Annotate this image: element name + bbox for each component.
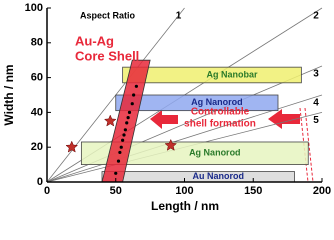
annotation: shell formation [184,119,256,130]
data-point [116,159,121,163]
x-tick-label: 50 [110,185,122,197]
aspect-label: 2 [313,11,319,22]
aspect-ratio-title: Aspect Ratio [80,10,136,20]
region-label: Ag Nanorod [191,97,243,107]
y-tick-label: 0 [37,176,43,188]
star [65,140,79,153]
data-point [134,84,138,88]
y-tick-label: 20 [31,141,43,153]
region-label: Ag Nanorod [189,148,241,158]
x-tick-label: 200 [313,185,331,197]
data-point [126,116,130,120]
dashed-guide [304,107,314,183]
star [164,138,178,151]
aspect-label: 1 [176,11,182,22]
star [103,114,117,127]
region [80,141,309,165]
data-point [119,145,123,149]
data-point [125,121,129,125]
aspect-label: 3 [313,69,319,80]
region [115,94,279,112]
y-tick-label: 40 [31,106,43,118]
y-tick-label: 60 [31,72,43,84]
data-point [122,133,126,137]
arrow [150,110,178,129]
aspect-label: 5 [313,115,319,126]
y-axis-label: Width / nm [2,64,16,125]
x-tick-label: 0 [44,185,50,197]
annotation: Controllable [191,107,250,118]
chart: Length / nm Width / nm Aspect Ratio 1 2 3 4… [2,2,331,213]
data-point [114,171,118,175]
data-point [121,138,125,142]
aspect-label: 4 [313,98,319,109]
x-tick-label: 100 [175,185,193,197]
x-axis-label: Length / nm [151,199,219,213]
core-shell-label: Core Shell [75,48,139,63]
data-point [132,93,136,97]
y-tick-label: 100 [25,2,43,14]
region-label: Au Nanorod [193,171,245,181]
x-tick-label: 150 [244,185,262,197]
y-tick-label: 80 [31,37,43,49]
data-point [130,102,134,106]
region-label: Ag Nanobar [206,69,258,79]
data-point [123,128,127,132]
core-shell-label: Au-Ag [75,33,114,48]
data-point [118,150,122,155]
region [122,66,302,84]
data-point [127,110,132,114]
